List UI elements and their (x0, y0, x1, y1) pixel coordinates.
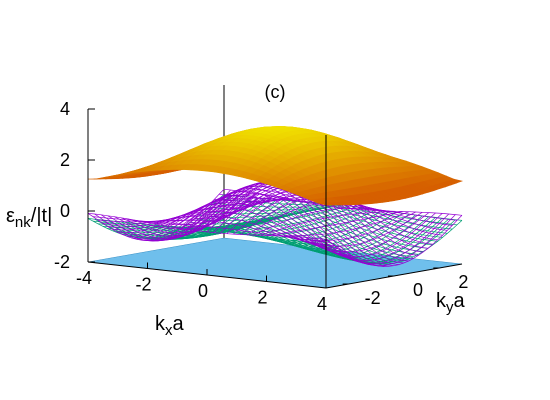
x-tick-label: 0 (198, 281, 208, 301)
lower-band-line-x (292, 216, 430, 259)
y-axis-label: kya (436, 290, 466, 316)
panel-label: (c) (265, 82, 286, 102)
y-tick-label: -2 (365, 288, 381, 308)
y-ticks: -2 0 2 (342, 267, 468, 308)
lower-band-line-x (147, 200, 284, 237)
z-axis-label-main: ε (6, 205, 15, 227)
lower-band-line-x (206, 204, 344, 230)
z-tick-label: 4 (60, 99, 70, 119)
x-axis-label: kxa (155, 313, 185, 339)
lower-band-line-x (272, 213, 410, 252)
y-axis-label-sub: y (446, 299, 454, 316)
x-tick-label: -4 (76, 268, 92, 288)
lower-band-line-x (306, 217, 443, 262)
middle-band-line-x (312, 213, 450, 264)
middle-band-line-x (325, 215, 463, 267)
z-ticks: -2 0 2 4 (54, 99, 95, 272)
middle-band-line-x (120, 193, 258, 234)
middle-band-line-x (107, 191, 245, 240)
lower-band-line-x (213, 205, 350, 231)
x-tick-label: -2 (135, 275, 151, 295)
middle-band-line-x (292, 212, 430, 253)
y-axis-label-suffix: a (454, 290, 466, 312)
middle-band-line-x (173, 189, 311, 228)
z-tick-label: -2 (54, 252, 70, 272)
y-tick-label: 0 (413, 280, 423, 300)
z-axis-label: εnk/|t| (6, 205, 52, 231)
middle-band-line-x (253, 207, 390, 236)
x-axis-label-suffix: a (173, 313, 185, 335)
lower-band-line-x (312, 218, 450, 263)
lower-band-line-x (233, 208, 370, 235)
middle-band-line-x (299, 212, 436, 257)
upper-band-surface (87, 126, 464, 206)
middle-band-line-x (167, 193, 304, 227)
upper-band-patch (318, 202, 332, 206)
middle-band-line-x (279, 211, 416, 241)
middle-band-line-x (87, 189, 225, 241)
middle-band-line-x (246, 202, 383, 236)
middle-band-line-x (266, 211, 403, 236)
middle-band-line-x (319, 214, 456, 266)
lower-band-line-x (220, 206, 357, 232)
middle-band-line-x (160, 197, 297, 226)
z-tick-label: 0 (60, 201, 70, 221)
middle-band-line-x (286, 212, 423, 247)
middle-band-line-x (273, 211, 410, 237)
z-tick-label: 2 (60, 150, 70, 170)
middle-band-line-x (101, 190, 238, 241)
middle-band-line-x (154, 199, 291, 225)
x-tick-label: 2 (257, 288, 267, 308)
lower-band-line-x (299, 217, 436, 260)
y-tick-label: 2 (458, 272, 468, 292)
x-tick-label: 4 (317, 294, 327, 314)
middle-band-line-x (306, 213, 443, 261)
middle-band-line-x (259, 210, 396, 236)
x-axis-label-sub: x (165, 322, 173, 339)
z-axis-label-sub: nk (15, 214, 31, 231)
x-axis-label-main: k (155, 313, 166, 335)
middle-band-line-x (127, 194, 264, 230)
y-axis-label-main: k (436, 290, 447, 312)
middle-band-line-x (114, 192, 251, 237)
x-ticks: -4 -2 0 2 4 (76, 256, 327, 314)
lower-band-line-x (266, 213, 403, 250)
z-axis-label-suffix: /|t| (31, 205, 53, 227)
middle-band-line-x (180, 185, 317, 229)
